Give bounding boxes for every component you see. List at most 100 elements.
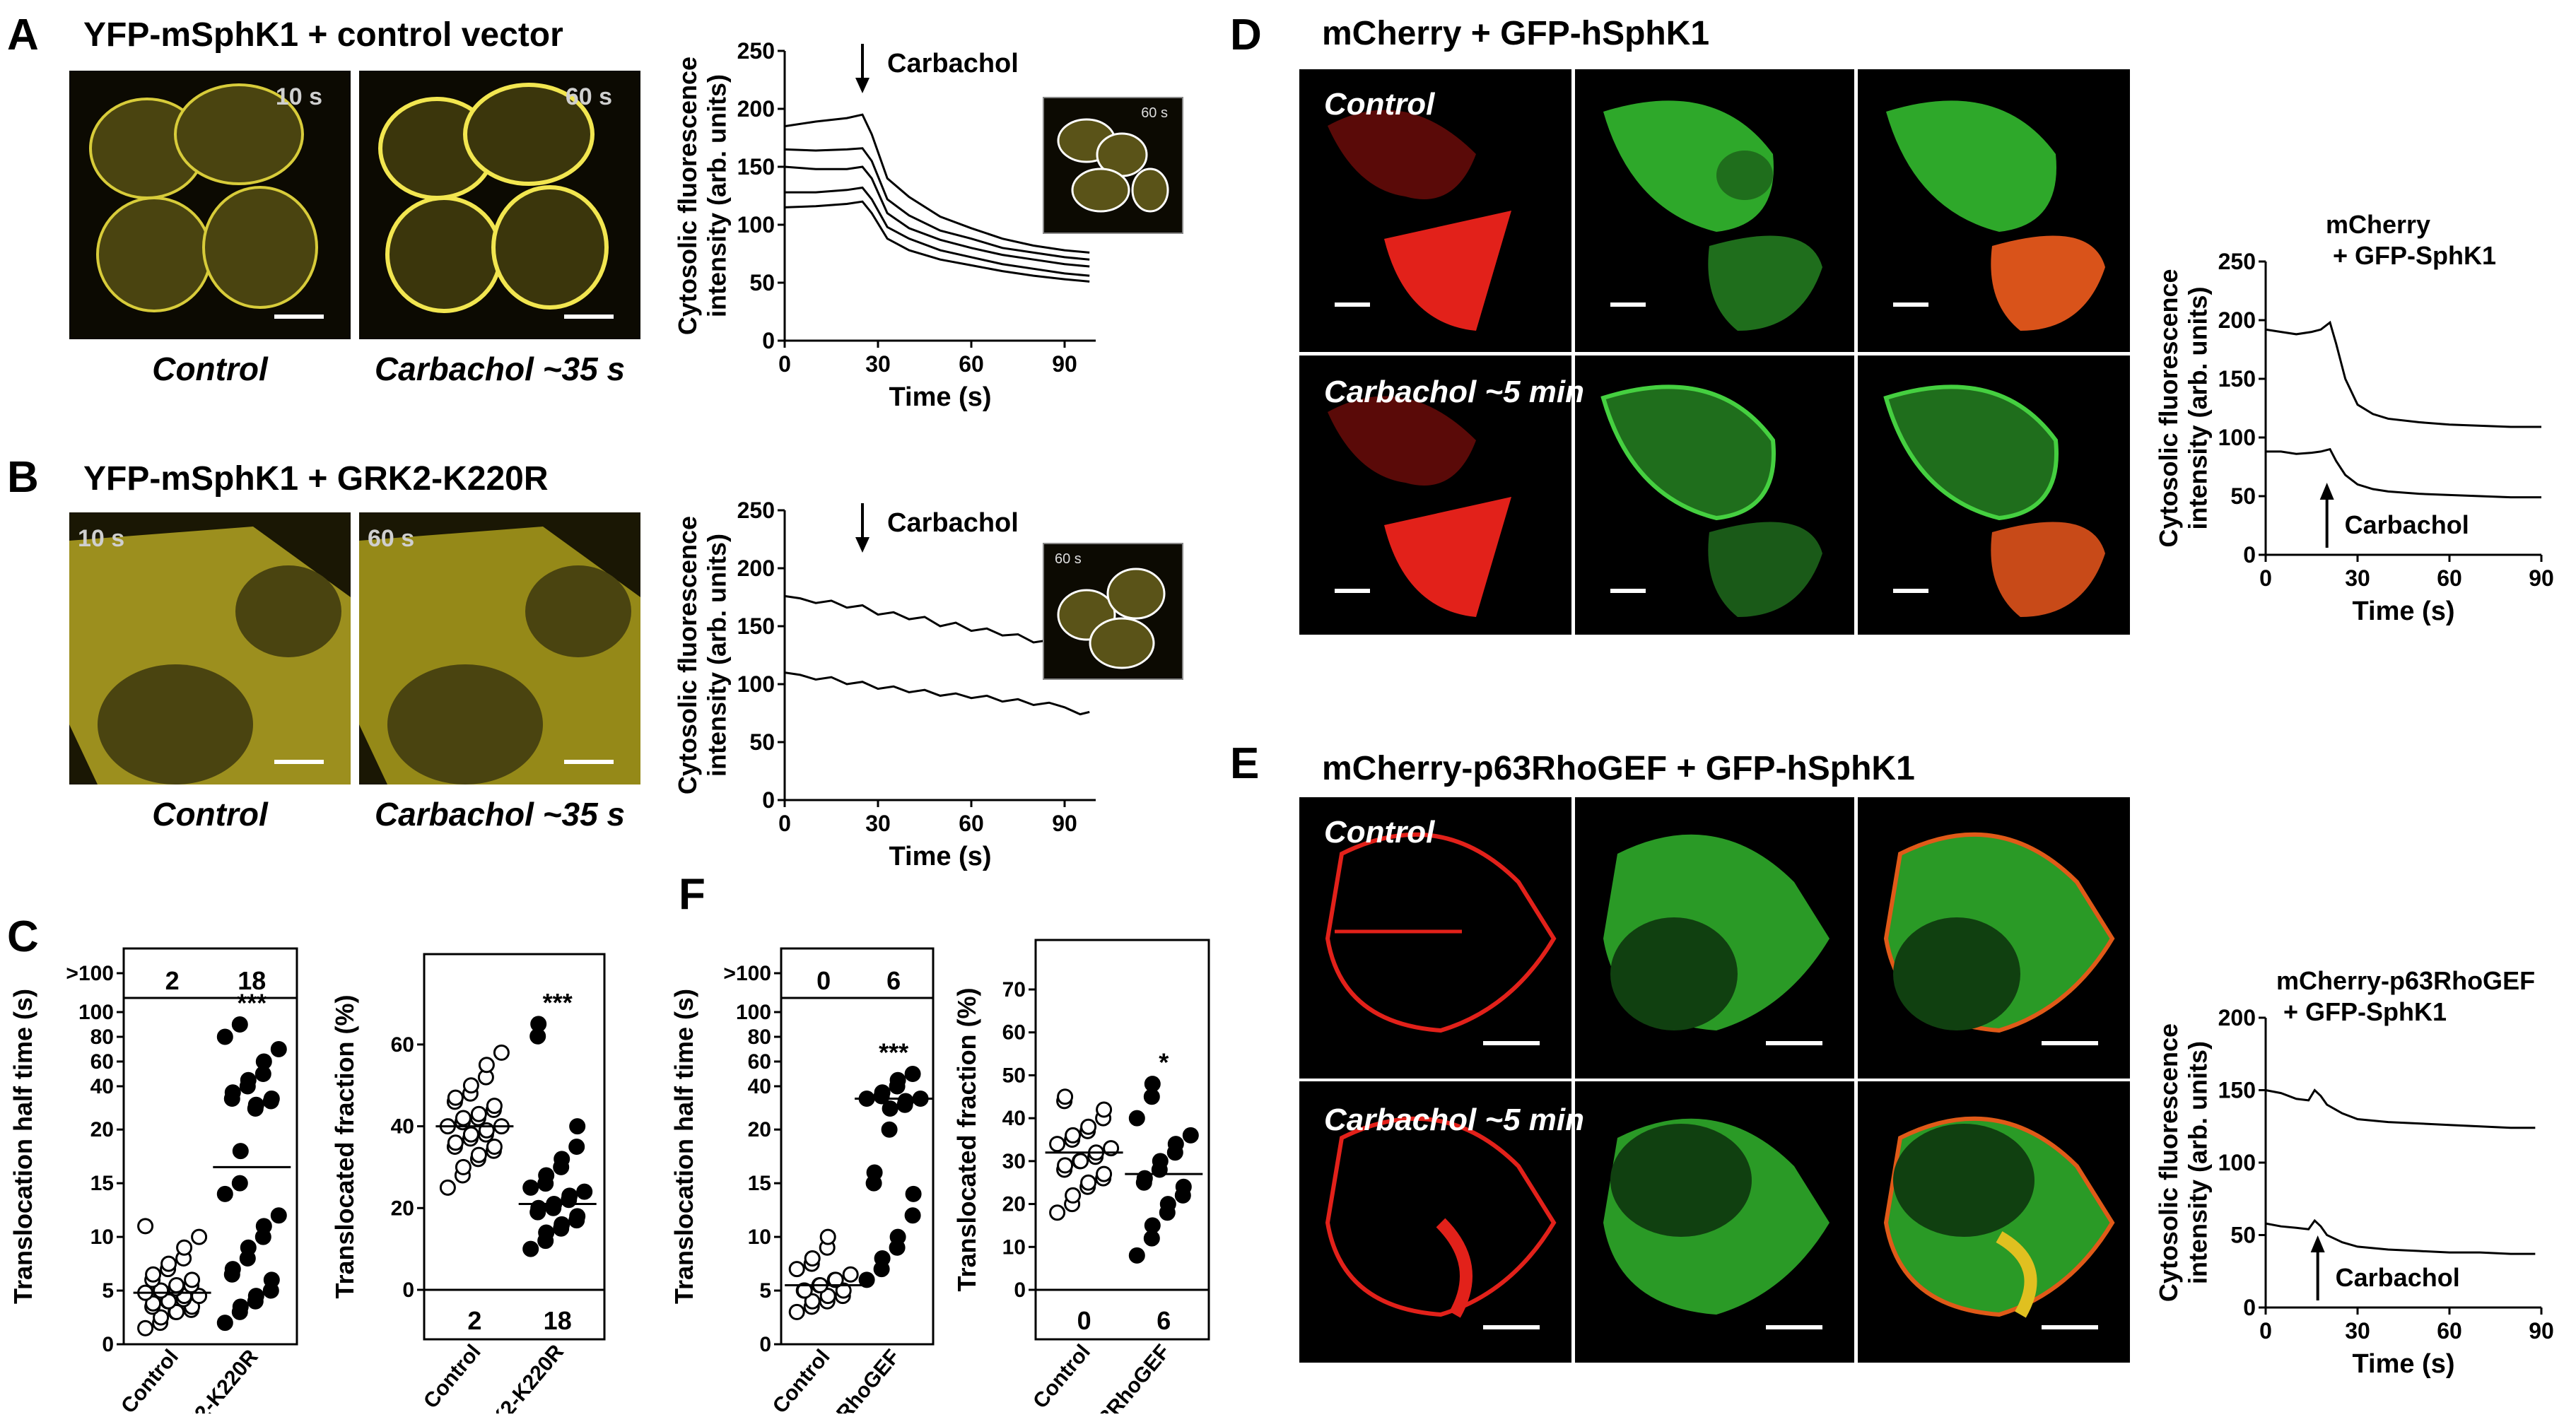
carbachol-arrowhead — [2310, 1235, 2325, 1252]
category-label: GRK2-K220R — [466, 1340, 569, 1414]
data-point-control — [455, 1110, 472, 1127]
panel-e-row2-label: Carbachol ~5 min — [1324, 1103, 1585, 1137]
data-point-treatment — [247, 1096, 264, 1113]
data-point-treatment — [231, 1016, 248, 1033]
data-point-control — [1096, 1165, 1113, 1182]
legend-line-1: mCherry — [2326, 212, 2430, 239]
y-tick-label: 60 — [90, 1050, 114, 1074]
data-point-control — [153, 1309, 170, 1326]
data-point-control — [788, 1303, 805, 1320]
panel-d-image-grid: Control Carbachol ~5 min — [1299, 69, 2130, 635]
data-point-control — [462, 1126, 479, 1143]
y-tick-label: 0 — [1014, 1279, 1026, 1302]
x-axis-label: Time (s) — [2352, 597, 2454, 626]
y-tick-label: 20 — [748, 1118, 771, 1141]
panel-a-chart: 0 50 100 150 200 250 0 30 60 90 Time (s) Cytosolic … — [673, 38, 1096, 412]
x-tick-label: 60 — [959, 811, 984, 836]
x-axis-label: Time (s) — [889, 842, 991, 871]
category-label: Control — [117, 1345, 183, 1414]
panel-e-title: mCherry-p63RhoGEF + GFP-hSphK1 — [1322, 750, 1915, 787]
data-point-treatment — [897, 1093, 914, 1110]
panel-b-caption-control: Control — [152, 796, 268, 833]
y-tick-label: 200 — [737, 556, 775, 581]
data-point-treatment — [247, 1288, 264, 1305]
y-tick-label: 200 — [737, 96, 775, 122]
series-line-1 — [2265, 1088, 2536, 1129]
data-point-treatment — [1144, 1076, 1161, 1093]
carbachol-arrowhead — [855, 78, 870, 93]
data-point-treatment — [270, 1207, 287, 1224]
data-point-control — [788, 1261, 805, 1278]
data-point-treatment — [216, 1185, 233, 1202]
panel-label-e: E — [1230, 739, 1260, 788]
data-point-treatment — [538, 1224, 555, 1241]
significance-marker: *** — [237, 988, 267, 1017]
data-point-treatment — [904, 1207, 921, 1224]
series-line-1 — [2265, 320, 2541, 428]
count-below: 6 — [1157, 1306, 1171, 1335]
y-tick-label: 150 — [2218, 366, 2256, 392]
y-tick-label: 80 — [90, 1026, 114, 1049]
data-point-treatment — [263, 1090, 280, 1107]
y-tick-label: 250 — [2218, 249, 2256, 274]
data-point-treatment — [255, 1053, 272, 1070]
data-point-treatment — [889, 1071, 906, 1088]
data-point-treatment — [554, 1151, 570, 1168]
panel-label-a: A — [7, 11, 39, 59]
series-line-1 — [784, 113, 1090, 254]
data-point-treatment — [255, 1218, 272, 1235]
y-tick-label: 40 — [391, 1115, 414, 1139]
data-point-control — [168, 1276, 185, 1293]
data-point-control — [1080, 1118, 1097, 1135]
y-tick-label: 80 — [748, 1026, 771, 1049]
panel-b-title: YFP-mSphK1 + GRK2-K220R — [83, 460, 549, 498]
y-tick-label: 50 — [749, 270, 775, 295]
data-point-control — [184, 1271, 201, 1288]
carbachol-arrowhead — [855, 537, 870, 553]
data-point-treatment — [874, 1250, 891, 1267]
data-point-treatment — [858, 1271, 875, 1288]
y-tick-label: 50 — [1002, 1064, 1026, 1087]
data-point-control — [447, 1089, 464, 1106]
y-tick-label: 0 — [759, 1333, 771, 1356]
data-point-treatment — [1128, 1247, 1145, 1264]
data-point-control — [1065, 1127, 1082, 1144]
y-tick-label: 100 — [2218, 425, 2256, 450]
y-tick-label: 0 — [762, 787, 775, 813]
y-tick-label: 10 — [1002, 1235, 1026, 1259]
y-tick-label: 0 — [2243, 1295, 2256, 1320]
x-axis-label: Time (s) — [2352, 1349, 2454, 1379]
data-point-control — [486, 1098, 503, 1115]
y-tick-label: 20 — [90, 1118, 114, 1141]
panel-e-image-grid: Control Carbachol ~5 min — [1299, 797, 2130, 1363]
carbachol-label: Carbachol — [887, 508, 1019, 538]
data-point-treatment — [881, 1121, 898, 1138]
data-point-control — [439, 1179, 456, 1196]
y-tick-label: 40 — [1002, 1107, 1026, 1130]
x-axis-label: Time (s) — [889, 382, 991, 412]
data-point-control — [478, 1057, 495, 1074]
data-point-control — [160, 1255, 177, 1272]
y-axis-label: Translocated fraction (%) — [952, 987, 981, 1291]
carbachol-arrowhead — [2319, 483, 2334, 500]
data-point-treatment — [554, 1216, 570, 1233]
y-tick-label: 100 — [2218, 1150, 2256, 1175]
data-point-control — [827, 1271, 844, 1288]
panel-d-row2-label: Carbachol ~5 min — [1324, 375, 1585, 409]
plot-frame — [423, 953, 606, 1341]
count-above: 6 — [886, 966, 901, 995]
significance-marker: *** — [543, 988, 573, 1017]
data-point-control — [462, 1077, 479, 1094]
data-point-control — [137, 1320, 154, 1336]
panel-a-image-control: 10 s — [69, 71, 351, 339]
panel-label-b: B — [7, 453, 39, 502]
count-above: 2 — [165, 966, 180, 995]
y-tick-label: 0 — [762, 328, 775, 353]
series-line-2 — [784, 147, 1090, 261]
x-tick-label: 0 — [2259, 1318, 2272, 1344]
data-point-treatment — [874, 1084, 891, 1101]
legend-line-2: + GFP-SphK1 — [2333, 241, 2496, 270]
y-axis-label: Cytosolic fluorescenceintensity (arb. un… — [673, 516, 731, 794]
data-point-control — [1072, 1153, 1089, 1170]
y-tick-label: 5 — [759, 1279, 771, 1303]
